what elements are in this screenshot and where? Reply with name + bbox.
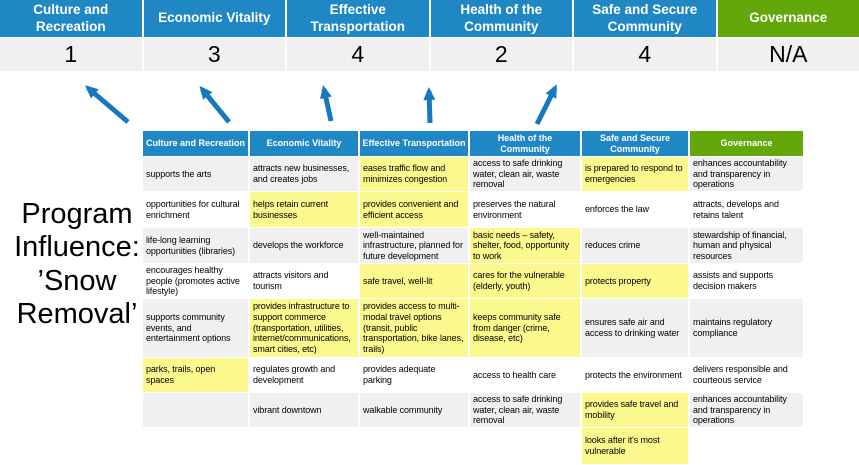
matrix-header-health-of-the-community: Health of the Community [470, 131, 580, 156]
matrix-header-economic-vitality: Economic Vitality [250, 131, 358, 156]
summary-score-culture-and-recreation: 1 [0, 38, 142, 71]
matrix-cell-r4c4: cares for the vulnerable (elderly, youth… [470, 264, 580, 298]
matrix-cell-r3c3: well-maintained infrastructure, planned … [360, 228, 468, 263]
matrix-cell-r2c1: opportunities for cultural enrichment [143, 192, 248, 227]
influence-arrow-3 [320, 85, 334, 122]
matrix-cell-r6c5: protects the environment [582, 358, 688, 392]
matrix-cell-r3c5: reduces crime [582, 228, 688, 263]
summary-score-effective-transportation: 4 [287, 38, 429, 71]
matrix-cell-r5c4: keeps community safe from danger (crime,… [470, 299, 580, 357]
matrix-cell-r5c2: provides infrastructure to support comme… [250, 299, 358, 357]
matrix-cell-r3c6: stewardship of financial, human and phys… [690, 228, 803, 263]
matrix-cell-r1c6: enhances accountability and transparency… [690, 157, 803, 191]
matrix-header-effective-transportation: Effective Transportation [360, 131, 468, 156]
matrix-cell-r1c2: attracts new businesses, and creates job… [250, 157, 358, 191]
matrix-cell-r5c3: provides access to multi-modal travel op… [360, 299, 468, 357]
matrix-cell-r4c1: encourages healthy people (promotes acti… [143, 264, 248, 298]
matrix-cell-r4c3: safe travel, well-lit [360, 264, 468, 298]
summary-header-culture-and-recreation: Culture and Recreation [0, 0, 142, 37]
matrix-cell-r1c4: access to safe drinking water, clean air… [470, 157, 580, 191]
matrix-cell-r8c1 [143, 428, 248, 464]
matrix-cell-r4c6: assists and supports decision makers [690, 264, 803, 298]
matrix-cell-r6c1: parks, trails, open spaces [143, 358, 248, 392]
matrix-header-governance: Governance [690, 131, 803, 156]
matrix-header-culture-and-recreation: Culture and Recreation [143, 131, 248, 156]
matrix-cell-r7c2: vibrant downtown [250, 393, 358, 427]
summary-score-safe-and-secure-community: 4 [574, 38, 716, 71]
influence-arrow-2 [199, 85, 231, 124]
matrix-cell-r3c1: life-long learning opportunities (librar… [143, 228, 248, 263]
matrix-cell-r5c5: ensures safe air and access to drinking … [582, 299, 688, 357]
influence-arrow-1 [84, 85, 130, 124]
influence-matrix: Culture and Recreation Economic Vitality E… [143, 131, 803, 464]
matrix-cell-r1c1: supports the arts [143, 157, 248, 191]
matrix-cell-r3c4: basic needs – safety, shelter, food, opp… [470, 228, 580, 263]
matrix-header-safe-and-secure-community: Safe and Secure Community [582, 131, 688, 156]
influence-arrows [84, 84, 558, 126]
matrix-cell-r2c2: helps retain current businesses [250, 192, 358, 227]
matrix-cell-r7c4: access to safe drinking water, clean air… [470, 393, 580, 427]
matrix-cell-r7c6: enhances accountability and transparency… [690, 393, 803, 427]
matrix-cell-r8c2 [250, 428, 358, 464]
matrix-cell-r2c6: attracts, develops and retains talent [690, 192, 803, 227]
matrix-cell-r5c6: maintains regulatory compliance [690, 299, 803, 357]
matrix-cell-r2c3: provides convenient and efficient access [360, 192, 468, 227]
matrix-cell-r4c5: protects property [582, 264, 688, 298]
summary-score-governance: N/A [717, 38, 859, 71]
summary-header-economic-vitality: Economic Vitality [143, 0, 285, 37]
summary-score-economic-vitality: 3 [143, 38, 285, 71]
summary-header-effective-transportation: Effective Transportation [287, 0, 429, 37]
priority-summary-table: Culture and Recreation Economic Vitality E… [0, 0, 859, 71]
matrix-cell-r1c5: is prepared to respond to emergencies [582, 157, 688, 191]
matrix-cell-r8c3 [360, 428, 468, 464]
matrix-cell-r1c3: eases traffic flow and minimizes congest… [360, 157, 468, 191]
matrix-cell-r3c2: develops the workforce [250, 228, 358, 263]
matrix-cell-r5c1: supports community events, and entertain… [143, 299, 248, 357]
summary-score-health-of-the-community: 2 [430, 38, 572, 71]
matrix-cell-r2c4: preserves the natural environment [470, 192, 580, 227]
matrix-cell-r6c6: delivers responsible and courteous servi… [690, 358, 803, 392]
summary-header-safe-and-secure-community: Safe and Secure Community [574, 0, 716, 37]
summary-header-health-of-the-community: Health of the Community [430, 0, 572, 37]
influence-arrow-5 [534, 84, 558, 126]
matrix-cell-r6c2: regulates growth and development [250, 358, 358, 392]
matrix-cell-r8c6 [690, 428, 803, 464]
matrix-cell-r2c5: enforces the law [582, 192, 688, 227]
matrix-cell-r8c4 [470, 428, 580, 464]
summary-header-governance: Governance [717, 0, 859, 37]
matrix-cell-r4c2: attracts visitors and tourism [250, 264, 358, 298]
matrix-cell-r7c5: provides safe travel and mobility [582, 393, 688, 427]
matrix-cell-r7c3: walkable community [360, 393, 468, 427]
matrix-cell-r8c5: looks after it's most vulnerable [582, 428, 688, 464]
influence-arrow-4 [423, 87, 436, 124]
matrix-cell-r6c4: access to health care [470, 358, 580, 392]
matrix-cell-r7c1 [143, 393, 248, 427]
matrix-cell-r6c3: provides adequate parking [360, 358, 468, 392]
program-title: Program Influence: ’Snow Removal’ [14, 198, 140, 331]
